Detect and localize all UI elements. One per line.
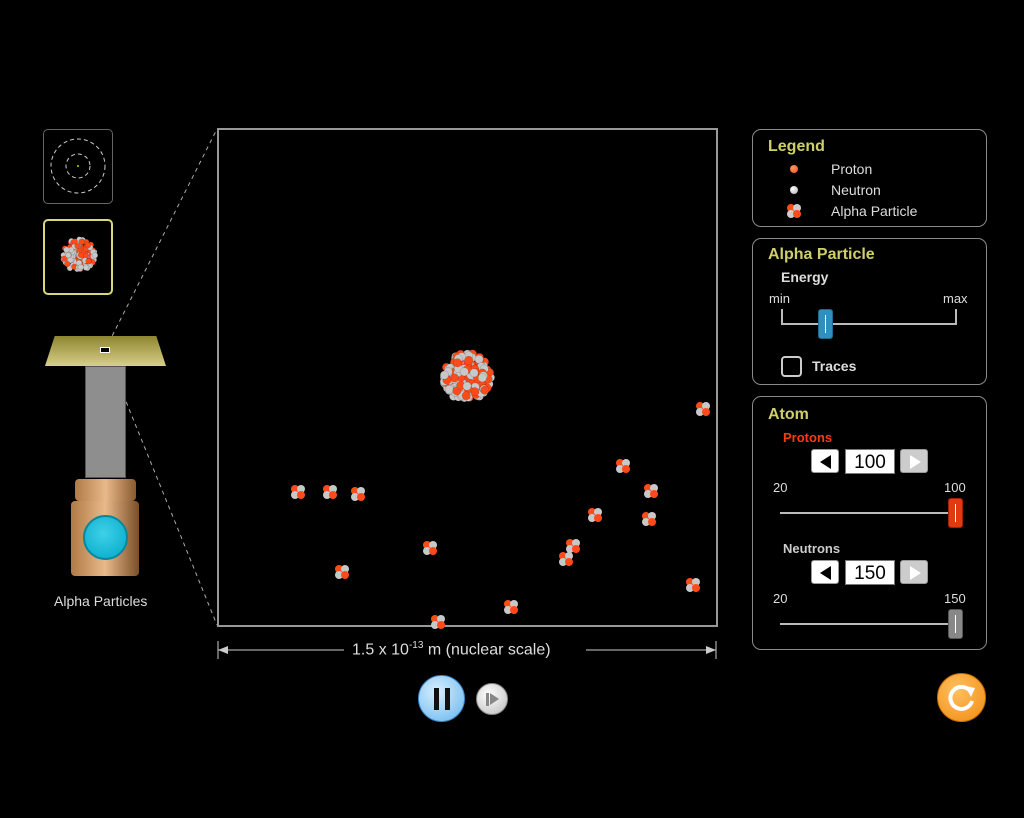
legend-neutron: Neutron — [831, 182, 881, 198]
energy-min-label: min — [769, 291, 790, 306]
reset-icon — [948, 684, 975, 711]
neutrons-max: 150 — [944, 591, 966, 606]
foil-target-marker — [100, 347, 110, 353]
small-nucleus-icon — [60, 236, 99, 273]
protons-max: 100 — [944, 480, 966, 495]
protons-label: Protons — [783, 430, 833, 445]
energy-max-label: max — [943, 291, 968, 306]
atom-panel: Atom Protons 100 20 100 Neutrons 150 20 … — [752, 396, 987, 650]
legend-title: Legend — [768, 138, 825, 155]
neutrons-slider-track[interactable] — [780, 623, 957, 625]
energy-slider-track[interactable] — [781, 323, 957, 325]
scale-bar — [217, 641, 717, 659]
scale-exponent: -13 — [408, 640, 424, 651]
neutrons-decrement-button[interactable] — [811, 560, 839, 584]
atom-panel-title: Atom — [768, 406, 809, 423]
legend-panel: Legend Proton Neutron Alpha Particle — [752, 129, 987, 227]
atom-view-button[interactable] — [43, 129, 113, 204]
proton-icon — [790, 165, 798, 173]
protons-slider-track[interactable] — [780, 512, 957, 514]
atom-view-icon — [50, 138, 106, 194]
neutrons-slider-thumb[interactable] — [948, 609, 963, 639]
nucleus-view-icon — [60, 236, 99, 273]
scale-suffix: m (nuclear scale) — [423, 641, 551, 659]
neutrons-value: 150 — [845, 560, 895, 585]
protons-value: 100 — [845, 449, 895, 474]
traces-checkbox[interactable] — [781, 356, 802, 377]
alpha-particle-panel: Alpha Particle Energy min max Traces — [752, 238, 987, 385]
protons-slider-thumb[interactable] — [948, 498, 963, 528]
neutron-icon — [790, 186, 798, 194]
protons-decrement-button[interactable] — [811, 449, 839, 473]
protons-min: 20 — [773, 480, 788, 495]
step-forward-button[interactable] — [476, 683, 508, 715]
gun-barrel — [85, 366, 126, 478]
reset-button[interactable] — [937, 673, 986, 722]
neutrons-label: Neutrons — [783, 541, 841, 556]
pause-icon — [434, 688, 450, 710]
alpha-particle-icon — [787, 204, 801, 218]
neutrons-min: 20 — [773, 591, 788, 606]
traces-label: Traces — [812, 358, 857, 374]
step-forward-icon — [486, 693, 489, 706]
nucleus-view-button[interactable] — [43, 219, 113, 295]
protons-increment-button[interactable] — [900, 449, 928, 473]
energy-label: Energy — [781, 269, 829, 285]
gun-body-top — [75, 479, 136, 501]
nucleus-view-area — [217, 128, 718, 627]
source-label: Alpha Particles — [54, 593, 148, 609]
alpha-panel-title: Alpha Particle — [768, 246, 875, 263]
energy-slider-thumb[interactable] — [818, 309, 833, 339]
scale-prefix: 1.5 x 10 — [352, 641, 409, 659]
scale-label: 1.5 x 10-13 m (nuclear scale) — [352, 640, 551, 659]
alpha-gun-button[interactable] — [83, 515, 128, 560]
legend-alpha: Alpha Particle — [831, 203, 918, 219]
legend-proton: Proton — [831, 161, 873, 177]
pause-button[interactable] — [418, 675, 465, 722]
neutrons-increment-button[interactable] — [900, 560, 928, 584]
